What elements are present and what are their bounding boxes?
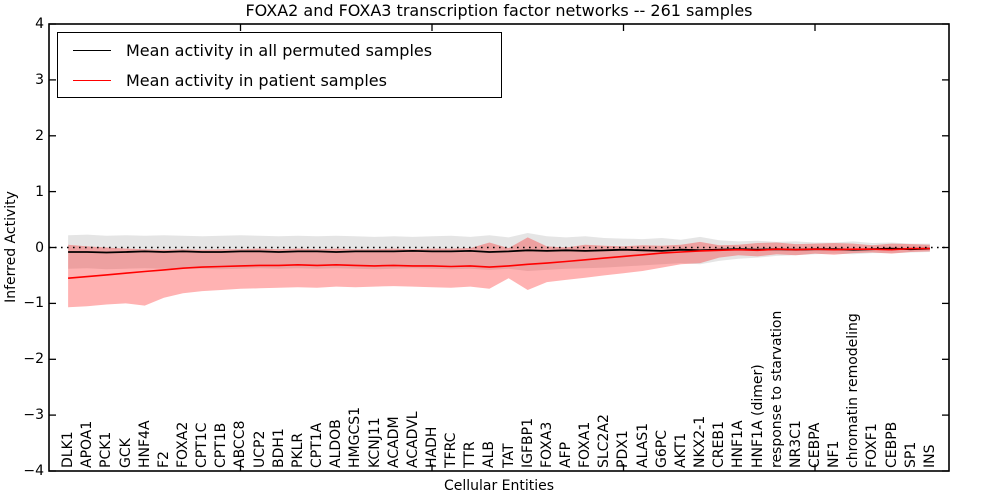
x-category-label: ALAS1 — [634, 422, 651, 468]
x-category-label: CEBPA — [806, 422, 823, 468]
x-category-label: AKT1 — [672, 432, 689, 468]
x-category-label: INS — [921, 444, 938, 469]
x-category-label: G6PC — [653, 430, 670, 468]
x-category-label: TFRC — [443, 432, 460, 468]
x-category-label: BDH1 — [270, 428, 287, 468]
x-category-label: chromatin remodeling — [845, 313, 862, 468]
x-category-label: ALB — [481, 441, 498, 468]
x-category-label: PKLR — [289, 432, 306, 468]
x-category-label: ACADM — [385, 416, 402, 468]
x-category-label: HNF4A — [136, 420, 153, 468]
x-category-label: CPT1C — [194, 422, 211, 468]
red-line-swatch-icon — [73, 79, 111, 81]
y-tick-label: 4 — [35, 16, 44, 32]
x-category-label: FOXA3 — [538, 421, 555, 468]
y-tick-label: −4 — [23, 463, 44, 479]
x-category-label: F2 — [155, 451, 172, 468]
x-category-label: UCP2 — [251, 430, 268, 468]
x-axis-title: Cellular Entities — [443, 478, 555, 494]
legend-entry-patient: Mean activity in patient samples — [58, 67, 501, 93]
legend-label: Mean activity in patient samples — [126, 70, 387, 90]
y-tick-label: 2 — [35, 127, 44, 144]
x-category-label: PDX1 — [615, 430, 632, 468]
x-category-label: FOXA1 — [577, 421, 594, 468]
x-category-label: APOA1 — [79, 420, 96, 468]
x-category-label: TAT — [500, 443, 517, 468]
x-category-label: NKX2-1 — [692, 415, 709, 468]
x-category-label: response to starvation — [768, 310, 785, 468]
y-tick-label: −2 — [23, 351, 44, 368]
chart-title: FOXA2 and FOXA3 transcription factor net… — [245, 1, 753, 20]
y-axis-title: Inferred Activity — [3, 191, 19, 303]
x-category-label: CEBPB — [883, 421, 900, 468]
mean-line-patient — [68, 247, 930, 279]
x-category-label: ALDOB — [328, 419, 345, 468]
legend: Mean activity in all permuted samples Me… — [57, 32, 502, 98]
x-category-label: NF1 — [826, 440, 843, 468]
y-tick-label: 1 — [35, 183, 44, 200]
x-category-label: AFP — [558, 441, 575, 468]
x-category-label: GCK — [117, 438, 134, 468]
x-category-label: CPT1A — [309, 422, 326, 468]
patient-samples-spread-band — [68, 237, 930, 308]
x-category-label: PCK1 — [98, 431, 115, 468]
y-tick-label: −3 — [23, 407, 44, 424]
x-category-label: HMGCS1 — [347, 406, 364, 468]
x-category-label: KCNJ11 — [366, 417, 383, 468]
y-tick-label: 0 — [35, 239, 44, 256]
black-line-swatch-icon — [73, 49, 111, 51]
x-category-label: CREB1 — [711, 421, 728, 468]
x-category-label: FOXA2 — [175, 421, 192, 468]
y-tick-label: −1 — [23, 295, 44, 312]
y-tick-label: 3 — [35, 71, 44, 88]
x-category-label: TTR — [462, 441, 479, 468]
x-category-label: SLC2A2 — [596, 414, 613, 468]
x-category-label: ACADVL — [404, 411, 421, 468]
x-category-label: HNF1A (dimer) — [749, 364, 766, 468]
x-category-label: HADH — [423, 426, 440, 468]
x-category-label: DLK1 — [60, 431, 77, 468]
x-category-label: HNF1A — [730, 420, 747, 468]
x-category-label: CPT1B — [213, 422, 230, 468]
legend-entry-permuted: Mean activity in all permuted samples — [58, 37, 501, 63]
x-category-label: ABCC8 — [232, 420, 249, 468]
x-category-label: IGFBP1 — [519, 418, 536, 468]
x-category-label: NR3C1 — [787, 420, 804, 468]
x-category-label: SP1 — [902, 441, 919, 468]
x-category-label: FOXF1 — [864, 423, 881, 468]
legend-label: Mean activity in all permuted samples — [126, 40, 433, 60]
